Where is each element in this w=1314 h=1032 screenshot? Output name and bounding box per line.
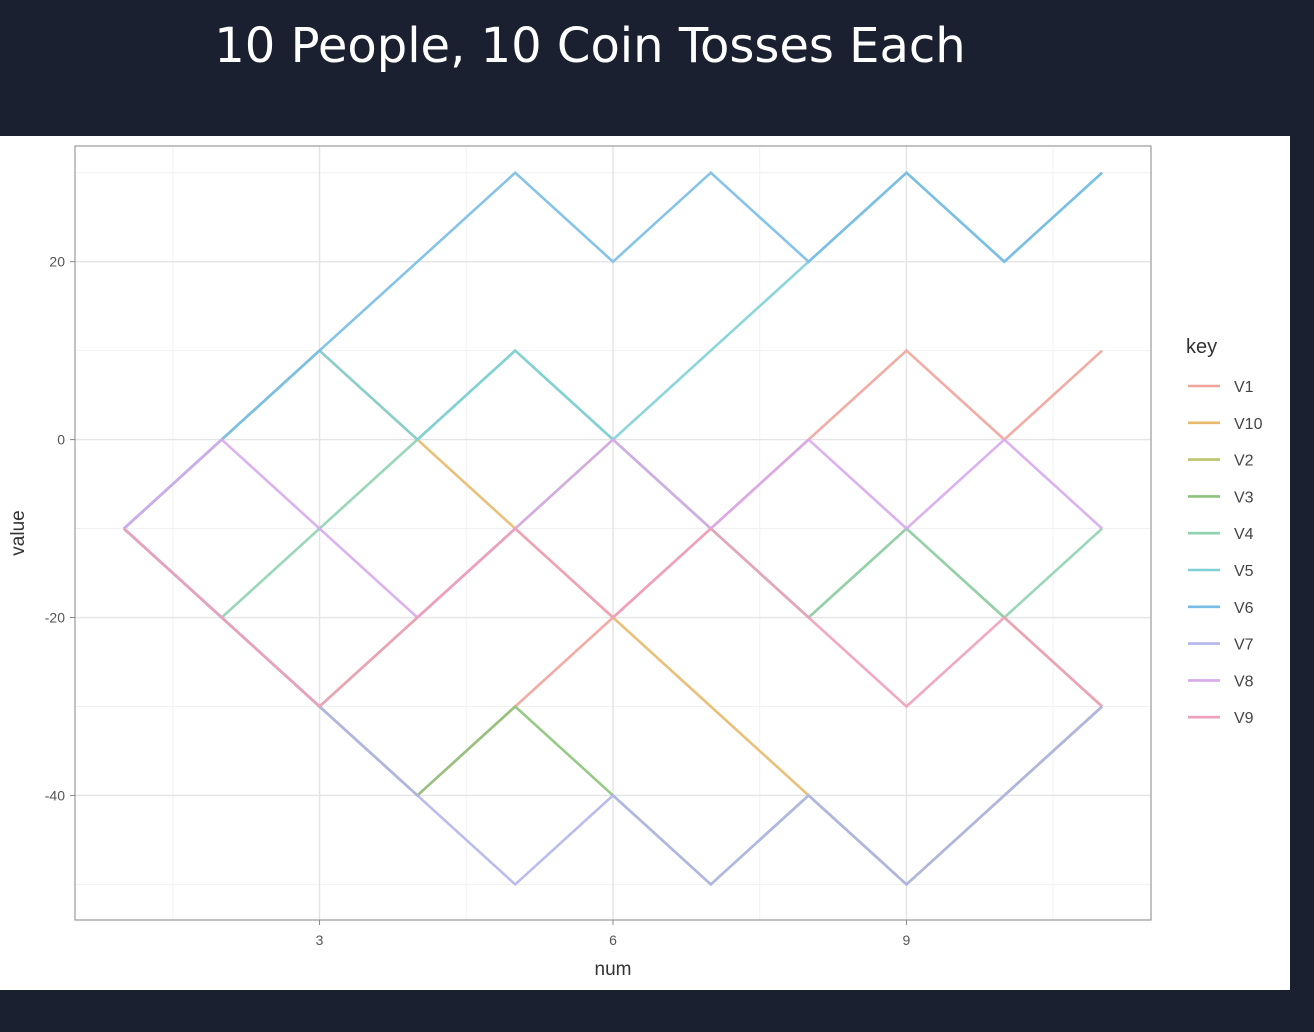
legend: key V1 V10 V2 V3 V4 V5 V6 V7 V8 V9 [1186, 336, 1263, 727]
series-line-v8 [123, 437, 1103, 620]
legend-label: V10 [1234, 416, 1263, 433]
y-axis-ticks: -40 -20 0 20 [45, 254, 75, 803]
x-tick-label: 3 [316, 932, 324, 948]
y-tick-label: 0 [57, 432, 65, 448]
legend-label: V8 [1234, 673, 1254, 690]
legend-label: V1 [1234, 379, 1254, 396]
legend-item-v8: V8 [1188, 673, 1254, 690]
legend-label: V9 [1234, 710, 1254, 727]
y-tick-label: -20 [45, 610, 65, 626]
legend-item-v9: V9 [1188, 710, 1254, 727]
legend-item-v4: V4 [1188, 526, 1254, 543]
legend-label: V3 [1234, 489, 1254, 506]
legend-item-v10: V10 [1188, 416, 1263, 433]
y-tick-label: -40 [45, 787, 65, 803]
y-tick-label: 20 [49, 254, 65, 270]
x-axis-ticks: 3 6 9 [316, 920, 911, 948]
legend-items: V1 V10 V2 V3 V4 V5 V6 V7 V8 V9 [1188, 379, 1263, 727]
y-axis-label: value [8, 510, 29, 555]
slide-title: 10 People, 10 Coin Tosses Each [214, 18, 966, 74]
legend-item-v2: V2 [1188, 453, 1254, 470]
legend-label: V7 [1234, 637, 1254, 654]
series-line-v6 [123, 170, 1103, 530]
x-axis-label: num [595, 959, 632, 980]
series-lines [123, 170, 1103, 887]
legend-label: V2 [1234, 453, 1254, 470]
series-line-v9 [123, 526, 1103, 709]
legend-label: V4 [1234, 526, 1254, 543]
legend-item-v5: V5 [1188, 563, 1254, 580]
legend-label: V5 [1234, 563, 1254, 580]
x-tick-label: 6 [609, 932, 617, 948]
legend-item-v1: V1 [1188, 379, 1254, 396]
legend-item-v7: V7 [1188, 637, 1254, 654]
legend-item-v3: V3 [1188, 489, 1254, 506]
x-tick-label: 9 [903, 932, 911, 948]
legend-title: key [1186, 336, 1217, 358]
legend-item-v6: V6 [1188, 600, 1254, 617]
legend-label: V6 [1234, 600, 1254, 617]
